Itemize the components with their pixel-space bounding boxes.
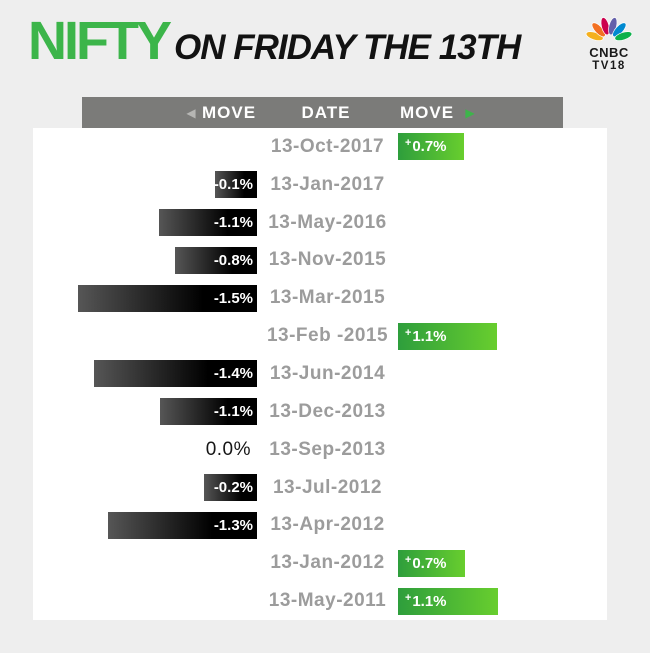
date-label: 13-Jul-2012 (272, 476, 382, 498)
date-label: 13-Sep-2013 (269, 438, 386, 460)
table-row: 13-Jan-2012 +0.7% (33, 544, 607, 582)
zero-move-label: 0.0% (205, 438, 251, 460)
title-brand: NIFTY (28, 11, 172, 71)
date-label: 13-May-2016 (268, 211, 387, 233)
date-label: 13-Nov-2015 (268, 249, 387, 271)
negative-move-bar: -0.8% (175, 246, 257, 274)
negative-move-bar: -0.2% (204, 474, 257, 502)
cnbc-tv18-logo: CNBC TV18 (578, 16, 640, 72)
negative-move-bar: -1.3% (108, 511, 257, 539)
column-header-move-left: MOVE (201, 102, 257, 122)
table-row: -1.5% 13-Mar-2015 (33, 279, 607, 317)
positive-move-bar: +0.7% (398, 549, 465, 577)
table-row: -1.1% 13-May-2016 (33, 204, 607, 242)
triangle-left-icon: ◀ (186, 105, 196, 120)
positive-move-bar: +1.1% (398, 322, 497, 350)
negative-move-cell: -1.1% (33, 209, 257, 237)
plus-sign: + (405, 553, 412, 566)
date-label: 13-Jan-2017 (270, 173, 385, 195)
date-label: 13-Oct-2017 (270, 135, 385, 157)
negative-move-cell: -1.5% (33, 284, 257, 312)
negative-move-bar: -1.1% (159, 209, 257, 237)
date-label: 13-Feb -2015 (266, 325, 389, 347)
title-subtitle: ON FRIDAY THE 13TH (174, 28, 521, 67)
negative-move-cell: -0.8% (33, 246, 257, 274)
negative-move-cell: -0.1% (33, 171, 257, 199)
negative-move-cell: -1.3% (33, 511, 257, 539)
triangle-right-icon: ▶ (465, 105, 475, 120)
negative-move-bar: -0.1% (214, 171, 257, 199)
page-title: NIFTY ON FRIDAY THE 13TH (28, 11, 521, 71)
logo-text-cnbc: CNBC (589, 45, 629, 60)
peacock-feather (614, 31, 633, 41)
positive-move-bar: +0.7% (398, 133, 464, 161)
date-label: 13-Apr-2012 (270, 514, 385, 536)
positive-move-cell: +1.1% (398, 322, 607, 350)
table-row: 13-Oct-2017 +0.7% (33, 128, 607, 166)
negative-move-cell: -1.1% (33, 398, 257, 426)
date-label: 13-Mar-2015 (269, 287, 386, 309)
plus-sign: + (405, 591, 412, 604)
table-row: -0.2% 13-Jul-2012 (33, 469, 607, 507)
chart-card: 13-Oct-2017 +0.7% -0.1% 13-Jan-2017 -1.1% 13-… (33, 128, 607, 620)
logo-text-tv18: TV18 (592, 59, 626, 72)
column-header-date: DATE (301, 102, 351, 122)
plus-sign: + (405, 137, 412, 150)
table-row: -0.8% 13-Nov-2015 (33, 242, 607, 280)
negative-move-bar: -1.5% (78, 284, 257, 312)
nbc-peacock-icon (585, 17, 633, 41)
negative-move-bar: -1.4% (94, 360, 257, 388)
column-header-move-right: MOVE (399, 102, 455, 122)
positive-move-bar: +1.1% (398, 587, 498, 615)
negative-move-cell: 0.0% (33, 439, 257, 461)
table-row: -0.1% 13-Jan-2017 (33, 166, 607, 204)
negative-move-cell: -0.2% (33, 474, 257, 502)
positive-move-cell: +1.1% (398, 587, 607, 615)
positive-move-cell: +0.7% (398, 133, 607, 161)
date-label: 13-Jan-2012 (270, 552, 385, 574)
plus-sign: + (405, 326, 412, 339)
table-row: -1.3% 13-Apr-2012 (33, 506, 607, 544)
negative-move-cell: -1.4% (33, 360, 257, 388)
chart-rows: 13-Oct-2017 +0.7% -0.1% 13-Jan-2017 -1.1% 13-… (33, 128, 607, 620)
table-row: -1.4% 13-Jun-2014 (33, 355, 607, 393)
table-header-bar: ◀ MOVE DATE MOVE ▶ (82, 97, 563, 128)
date-label: 13-Jun-2014 (269, 362, 386, 384)
table-row: 13-Feb -2015 +1.1% (33, 317, 607, 355)
table-row: -1.1% 13-Dec-2013 (33, 393, 607, 431)
date-label: 13-Dec-2013 (269, 400, 386, 422)
date-label: 13-May-2011 (268, 590, 387, 612)
table-row: 0.0% 13-Sep-2013 (33, 431, 607, 469)
positive-move-cell: +0.7% (398, 549, 607, 577)
table-row: 13-May-2011 +1.1% (33, 582, 607, 620)
negative-move-bar: -1.1% (160, 398, 257, 426)
